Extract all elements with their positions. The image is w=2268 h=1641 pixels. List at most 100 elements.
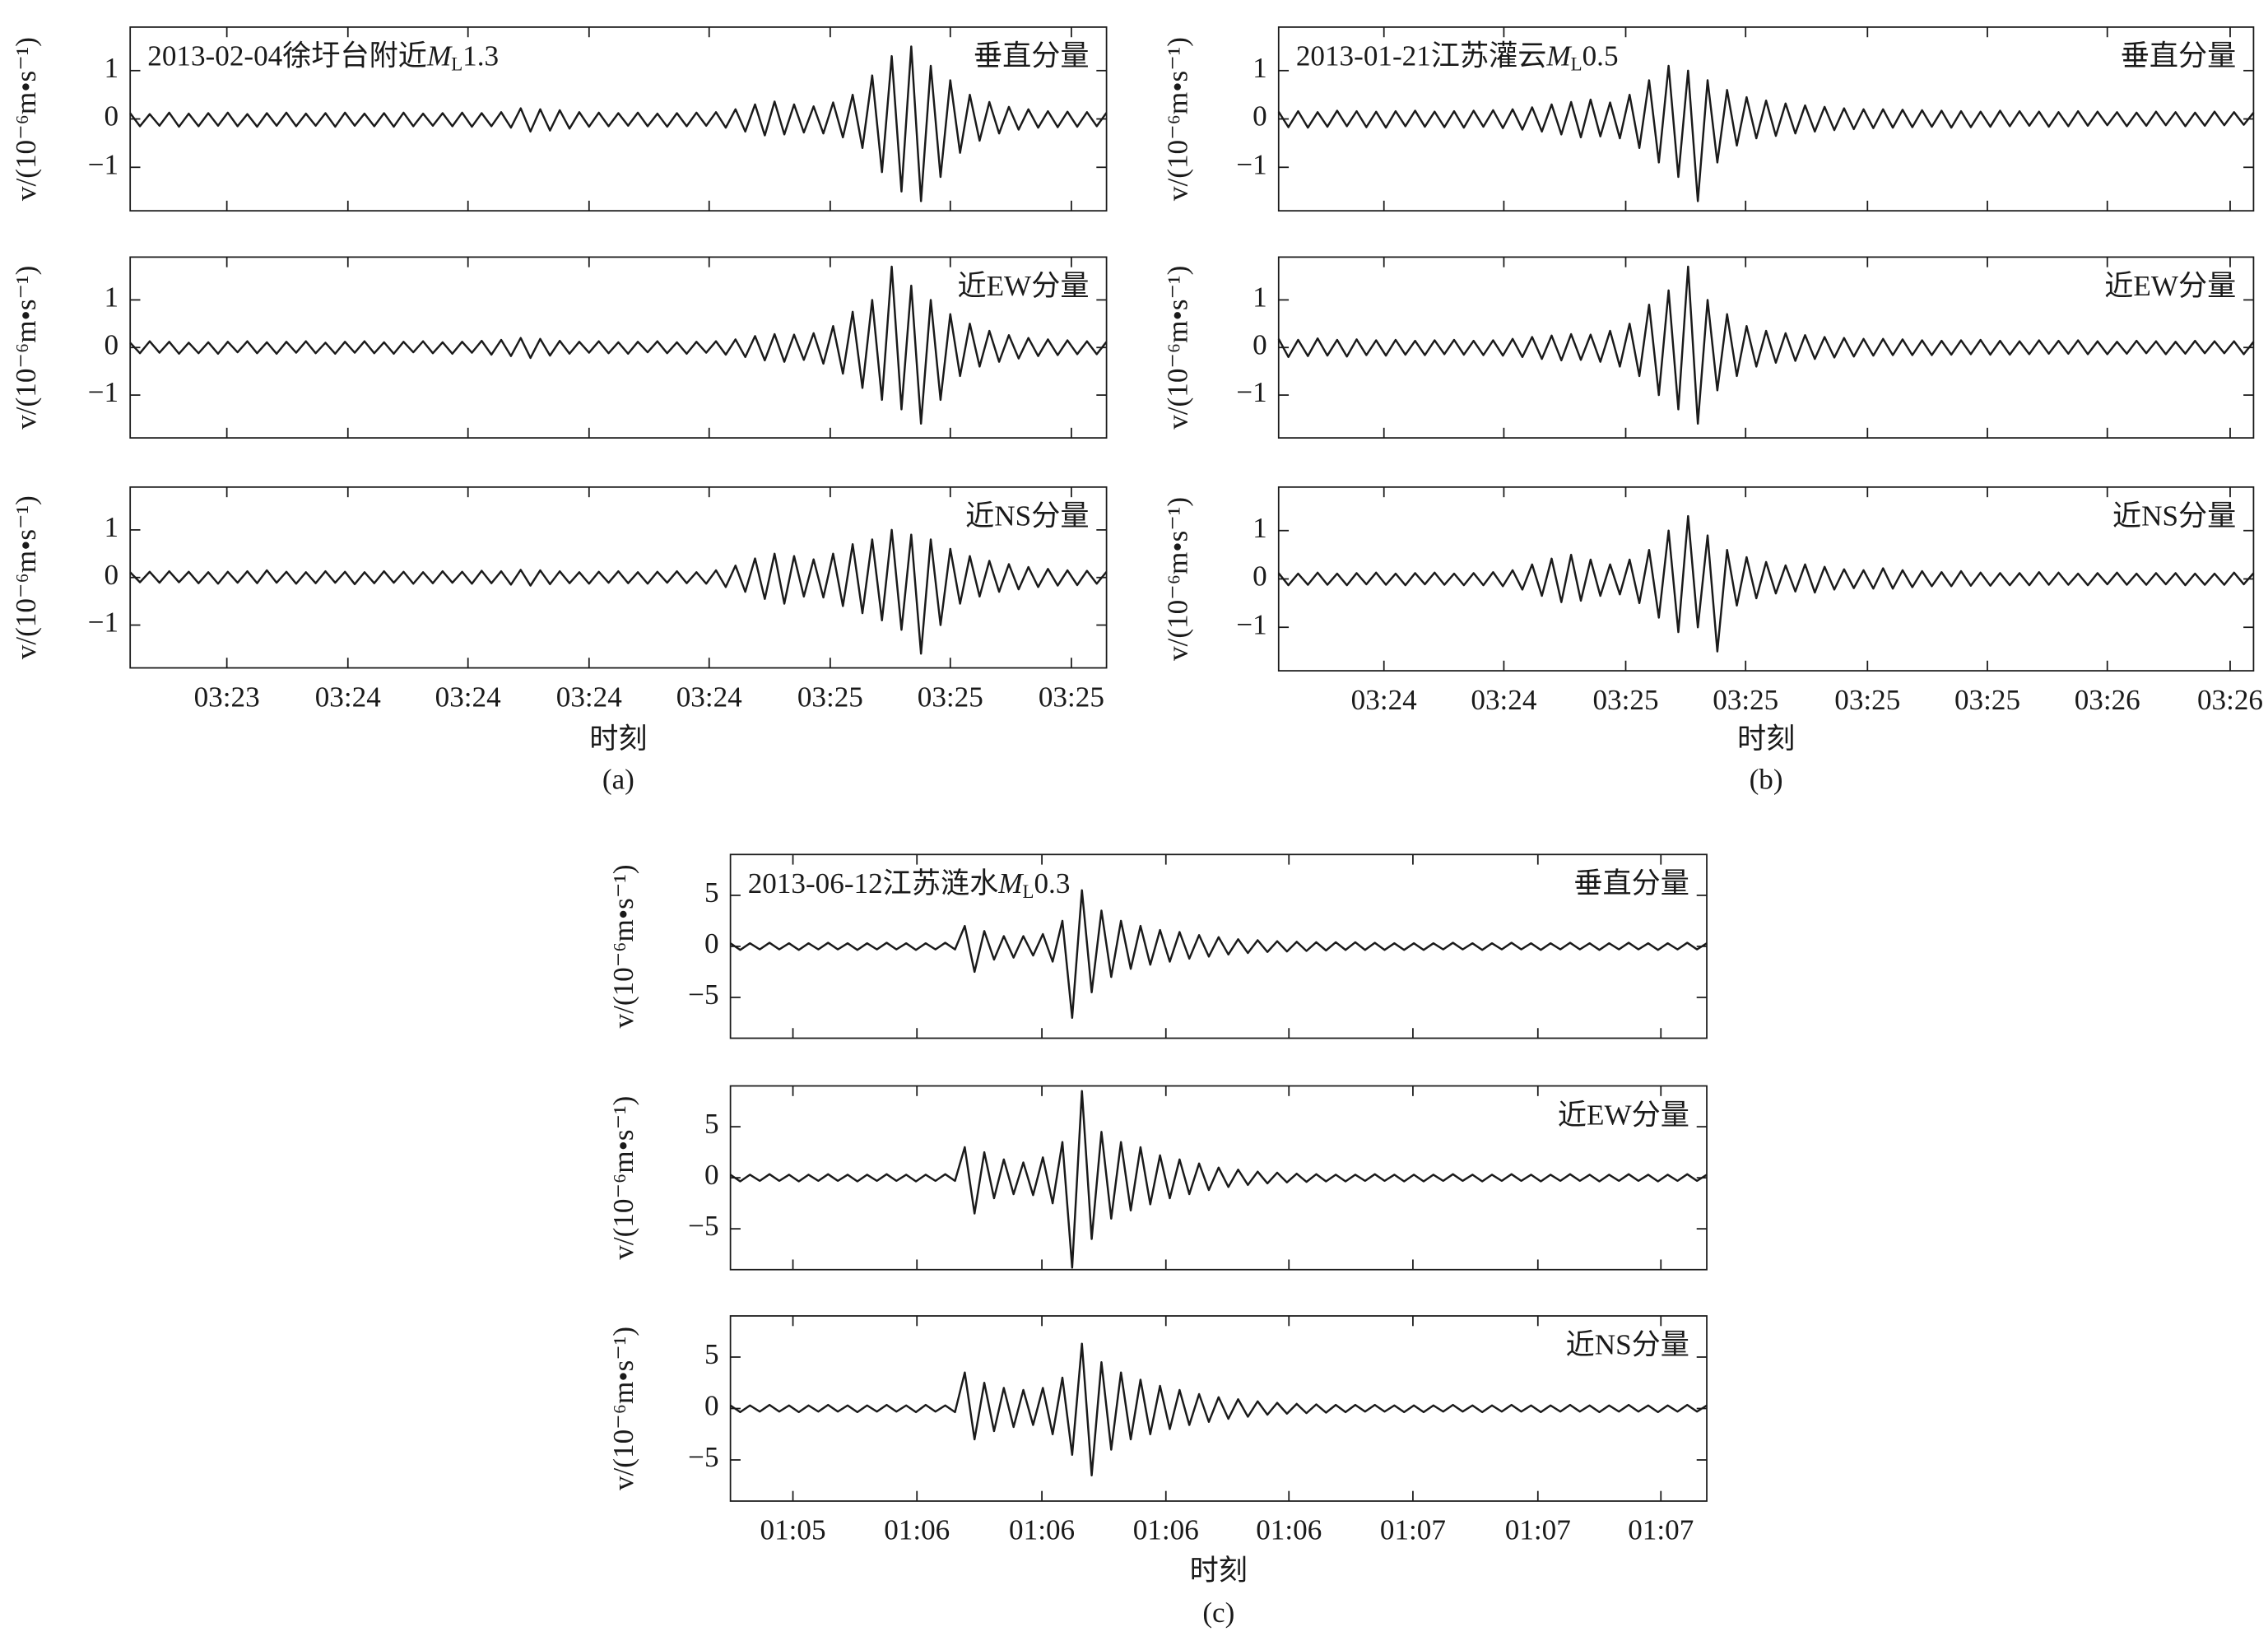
x-tick-label: 03:25 [797, 681, 863, 713]
x-tick-label: 01:05 [760, 1514, 826, 1546]
panel-title: 2013-01-21江苏灌云ML0.5 [1296, 40, 1619, 75]
waveform [1277, 64, 2255, 202]
x-tick-label: 03:23 [194, 681, 260, 713]
x-tick-label: 03:24 [556, 681, 622, 713]
x-tick-label: 03:25 [1713, 684, 1778, 716]
y-axis-label: v/(10⁻⁶m•s⁻¹) [607, 864, 639, 1028]
y-tick-label: 1 [105, 52, 119, 84]
component-label: 垂直分量 [974, 40, 1090, 72]
y-tick-label: 1 [1253, 281, 1267, 313]
component-label: 近EW分量 [1558, 1099, 1689, 1131]
component-label: 近NS分量 [965, 500, 1089, 532]
title-part: 2013-06-12江苏涟水 [748, 867, 999, 900]
y-tick-label: 0 [1253, 100, 1267, 132]
y-tick-label: 0 [704, 927, 719, 960]
title-part: L [451, 54, 462, 75]
y-tick-label: 1 [1253, 512, 1267, 544]
panel-title: 2013-06-12江苏涟水ML0.3 [748, 867, 1071, 902]
x-tick-label: 03:24 [676, 681, 742, 713]
panel-title: 2013-02-04徐圩台附近ML1.3 [147, 40, 499, 75]
y-tick-label: −5 [688, 1441, 718, 1473]
title-part: M [997, 867, 1024, 900]
x-tick-label: 01:06 [1133, 1514, 1199, 1546]
y-tick-label: 5 [704, 1108, 719, 1140]
x-tick-label: 01:07 [1505, 1514, 1571, 1546]
x-axis-label: 时刻 [589, 723, 647, 755]
y-tick-label: −1 [88, 148, 119, 180]
x-tick-label: 01:06 [1256, 1514, 1322, 1546]
y-axis-label: v/(10⁻⁶m•s⁻¹) [607, 1096, 639, 1260]
x-tick-label: 03:24 [435, 681, 501, 713]
title-part: 2013-01-21江苏灌云 [1296, 40, 1547, 72]
component-label: 近NS分量 [2112, 500, 2236, 532]
title-part: 2013-02-04徐圩台附近 [147, 40, 427, 72]
y-tick-label: −1 [1236, 608, 1266, 640]
waveform [129, 45, 1108, 202]
x-tick-label: 03:25 [1834, 684, 1900, 716]
y-tick-label: 0 [105, 559, 119, 591]
y-axis-label: v/(10⁻⁶m•s⁻¹) [10, 37, 42, 201]
waveform [729, 1342, 1708, 1476]
y-axis-label: v/(10⁻⁶m•s⁻¹) [1161, 497, 1193, 661]
x-tick-label: 03:26 [2197, 684, 2263, 716]
y-axis-label: v/(10⁻⁶m•s⁻¹) [607, 1327, 639, 1490]
component-label: 近EW分量 [957, 270, 1089, 302]
y-axis-label: v/(10⁻⁶m•s⁻¹) [1161, 266, 1193, 430]
y-tick-label: 1 [105, 511, 119, 543]
y-tick-label: 0 [704, 1159, 719, 1191]
y-tick-label: 0 [1253, 560, 1267, 593]
y-tick-label: −1 [1236, 376, 1266, 408]
y-tick-label: 0 [704, 1390, 719, 1422]
component-label: 近NS分量 [1566, 1329, 1689, 1361]
y-tick-label: 0 [1253, 328, 1267, 360]
y-axis-label: v/(10⁻⁶m•s⁻¹) [10, 266, 42, 430]
waveform [729, 1090, 1708, 1269]
title-part: 1.3 [462, 40, 499, 72]
x-tick-label: 01:07 [1380, 1514, 1446, 1546]
y-tick-label: −1 [1236, 148, 1266, 180]
x-tick-label: 03:26 [2075, 684, 2140, 716]
x-tick-label: 01:07 [1628, 1514, 1694, 1546]
y-tick-label: −5 [688, 979, 718, 1011]
plot-frame [129, 486, 1108, 669]
y-tick-label: 0 [105, 100, 119, 132]
plot-frame [729, 1315, 1708, 1502]
x-tick-label: 03:24 [1471, 684, 1536, 716]
y-tick-label: 5 [704, 876, 719, 909]
x-axis-label: 时刻 [1190, 1555, 1248, 1587]
component-label: 垂直分量 [1573, 867, 1689, 900]
y-tick-label: −5 [688, 1210, 718, 1242]
panel-label: (c) [1202, 1597, 1234, 1629]
y-axis-label: v/(10⁻⁶m•s⁻¹) [10, 495, 42, 659]
x-tick-label: 03:25 [1592, 684, 1658, 716]
x-axis-label: 时刻 [1737, 723, 1795, 755]
x-tick-label: 03:24 [315, 681, 381, 713]
y-tick-label: 0 [105, 328, 119, 360]
title-part: L [1571, 54, 1582, 75]
waveform [729, 889, 1708, 1019]
x-tick-label: 03:24 [1351, 684, 1417, 716]
title-part: M [1545, 40, 1572, 72]
panel-label: (b) [1750, 763, 1783, 795]
x-tick-label: 03:25 [918, 681, 983, 713]
x-tick-label: 01:06 [884, 1514, 950, 1546]
title-part: M [426, 40, 453, 72]
x-tick-label: 03:25 [1039, 681, 1104, 713]
x-tick-label: 03:25 [1954, 684, 2020, 716]
waveform [1277, 265, 2255, 425]
title-part: 0.5 [1582, 40, 1619, 72]
waveform [1277, 514, 2255, 653]
waveform [129, 528, 1108, 655]
y-tick-label: −1 [88, 376, 119, 408]
title-part: L [1023, 881, 1034, 902]
x-tick-label: 01:06 [1009, 1514, 1075, 1546]
title-part: 0.3 [1034, 867, 1070, 900]
y-tick-label: 5 [704, 1338, 719, 1370]
plot-frame [1277, 486, 2255, 672]
component-label: 垂直分量 [2121, 40, 2237, 72]
y-axis-label: v/(10⁻⁶m•s⁻¹) [1161, 37, 1193, 201]
y-tick-label: −1 [88, 607, 119, 639]
y-tick-label: 1 [1253, 52, 1267, 84]
y-tick-label: 1 [105, 281, 119, 313]
